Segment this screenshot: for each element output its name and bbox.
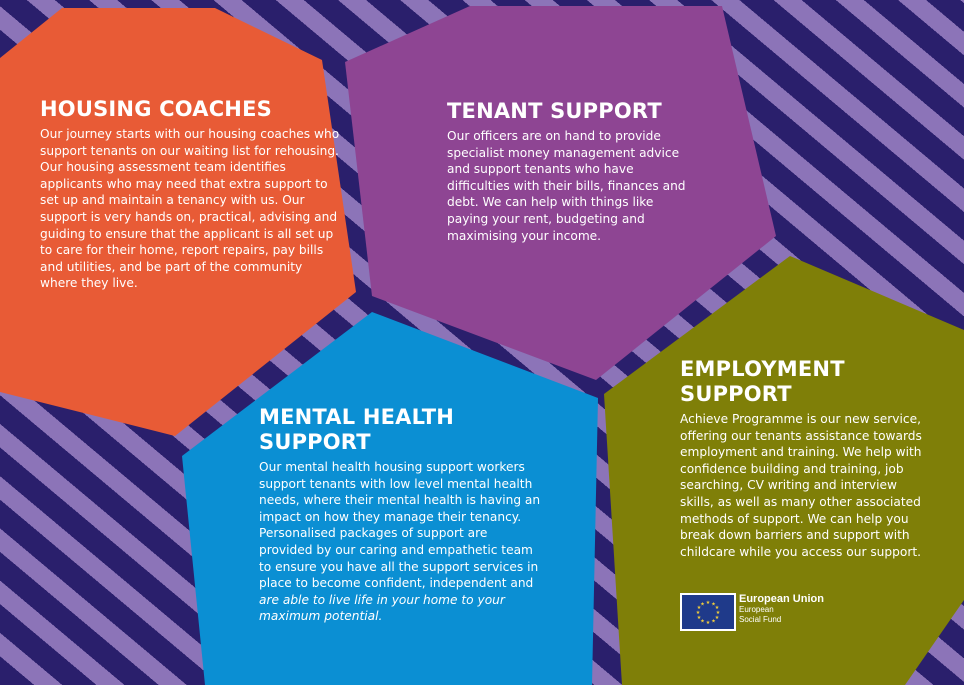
housing-title: HOUSING COACHES	[40, 97, 272, 121]
eu-line1: European	[739, 605, 774, 614]
svg-text:★: ★	[706, 600, 711, 606]
svg-text:★: ★	[711, 602, 716, 608]
eu-logo: ★ ★ ★ ★ ★ ★ ★ ★ ★ ★ ★ ★ European Union European …	[680, 593, 824, 631]
employment-title: EMPLOYMENT SUPPORT	[680, 357, 845, 406]
employment-hexagon	[604, 256, 964, 685]
mental-title: MENTAL HEALTH SUPPORT	[259, 405, 455, 454]
mental-body-italic: are able to live life in your home to yo…	[259, 592, 505, 624]
svg-text:★: ★	[697, 615, 702, 621]
employment-support-section: EMPLOYMENT SUPPORT Achieve Programme is …	[680, 357, 930, 560]
svg-text:★: ★	[697, 605, 702, 611]
tenant-support-section: TENANT SUPPORT Our officers are on hand …	[447, 99, 697, 244]
svg-text:★: ★	[706, 620, 711, 626]
employment-body: Achieve Programme is our new service, of…	[680, 412, 922, 559]
svg-text:★: ★	[700, 602, 705, 608]
tenant-body: Our officers are on hand to provide spec…	[447, 129, 686, 243]
mental-hexagon	[182, 312, 598, 685]
svg-text:★: ★	[715, 605, 720, 611]
mental-body: Our mental health housing support worker…	[259, 459, 544, 625]
mental-body-text: Our mental health housing support worker…	[259, 460, 541, 591]
svg-text:★: ★	[711, 619, 716, 625]
eu-title: European Union	[739, 593, 824, 605]
svg-text:★: ★	[716, 610, 721, 616]
svg-text:★: ★	[700, 619, 705, 625]
housing-body: Our journey starts with our housing coac…	[40, 127, 340, 291]
mental-health-section: MENTAL HEALTH SUPPORT Our mental health …	[259, 405, 544, 625]
eu-line2: Social Fund	[739, 615, 782, 624]
svg-text:★: ★	[715, 615, 720, 621]
tenant-hexagon	[345, 6, 776, 380]
svg-text:★: ★	[696, 610, 701, 616]
housing-coaches-section: HOUSING COACHES Our journey starts with …	[40, 97, 340, 292]
eu-flag-icon: ★ ★ ★ ★ ★ ★ ★ ★ ★ ★ ★ ★	[680, 593, 736, 631]
housing-hexagon	[0, 8, 356, 436]
tenant-title: TENANT SUPPORT	[447, 99, 662, 123]
